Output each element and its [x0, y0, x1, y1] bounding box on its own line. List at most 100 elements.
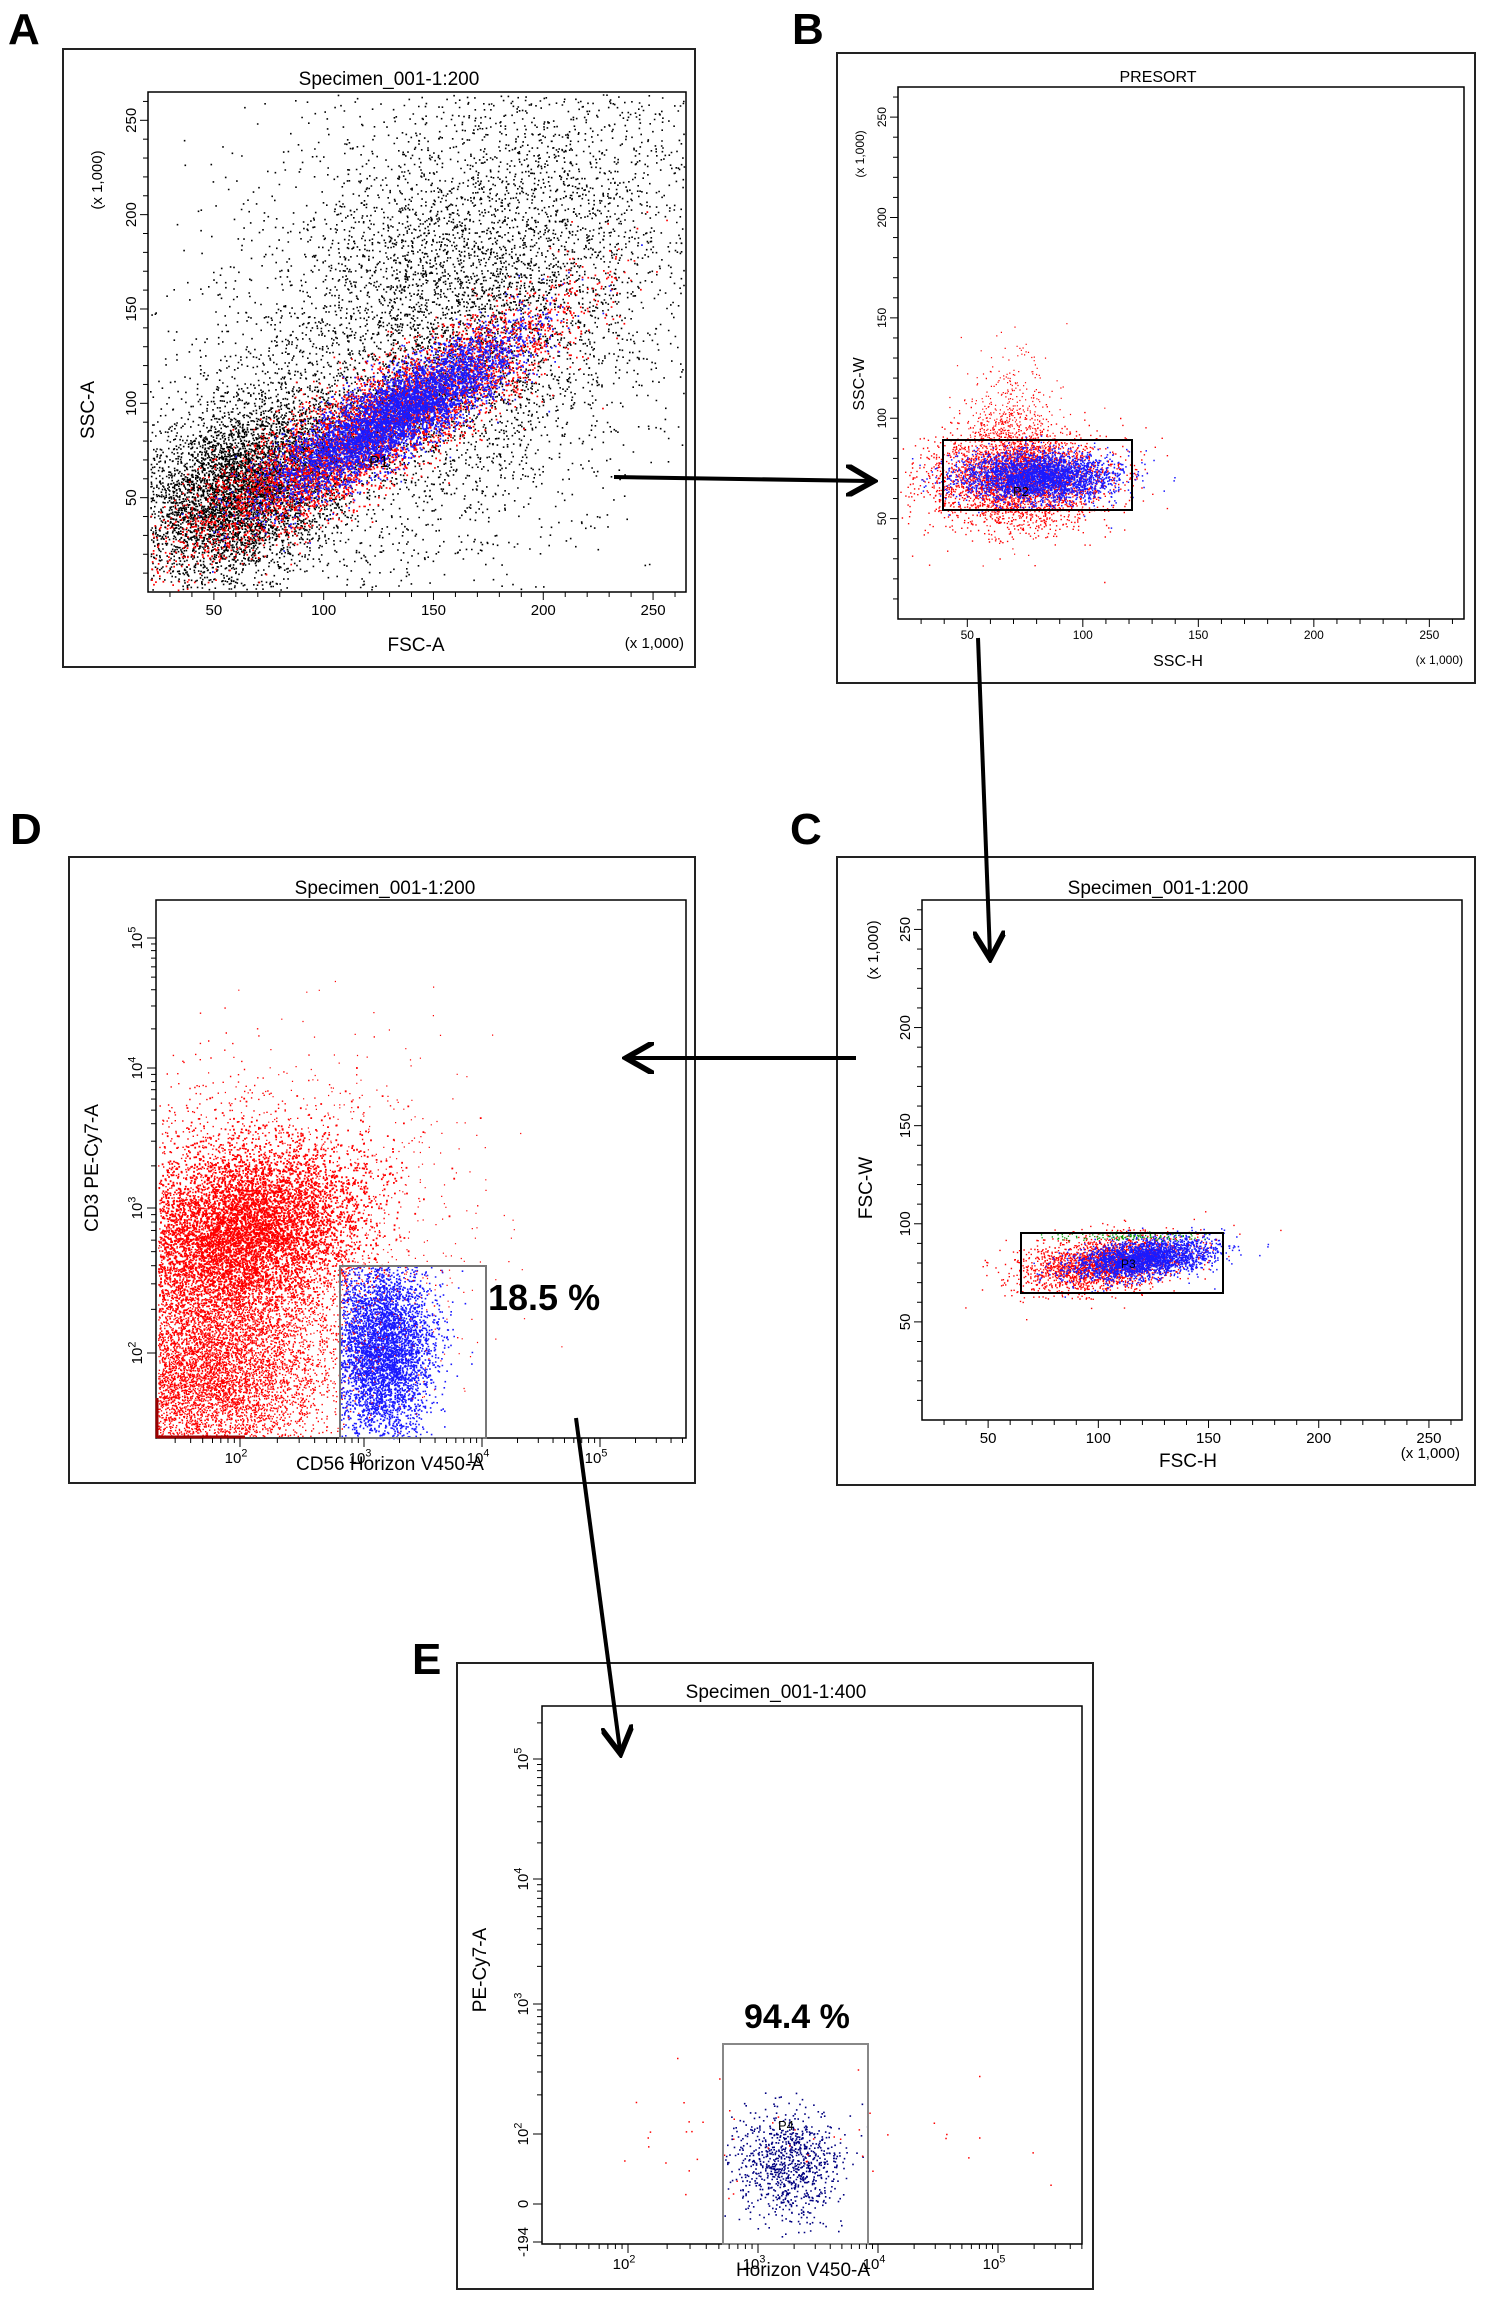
y-tick-label: -194 — [515, 2227, 532, 2257]
y-axis-label-c: FSC-W — [856, 1157, 877, 1219]
y-tick-label: 102 — [512, 2123, 532, 2146]
events-a — [150, 94, 686, 592]
y-tick-label: 250 — [123, 108, 140, 133]
chart-c: Specimen_001-1:200 P3 50 100 150 200 250 50 10… — [856, 878, 1463, 1472]
events-e — [624, 2057, 1052, 2238]
panel-letter-b: B — [792, 5, 824, 54]
gate-label-p2: P2 — [1013, 484, 1029, 499]
x-scale-note-c: (x 1,000) — [1401, 1445, 1460, 1462]
x-tick-label: 200 — [531, 602, 556, 619]
gate-label-p4: P4 — [778, 2118, 794, 2133]
ticks-a: 50 100 150 200 250 50 100 150 200 250 — [123, 100, 676, 619]
y-tick-label: 103 — [126, 1197, 146, 1220]
panel-letter-c: C — [790, 805, 822, 854]
x-tick-label: 150 — [1188, 628, 1208, 642]
panel-letter-d: D — [10, 805, 42, 854]
y-tick-label: 150 — [123, 296, 140, 321]
y-tick-label: 250 — [875, 107, 889, 127]
y-tick-label: 150 — [875, 308, 889, 328]
y-tick-label: 105 — [126, 927, 146, 950]
plot-frame-c — [921, 899, 1463, 1421]
plot-area-a: P1 50 100 150 200 250 50 100 150 200 250 — [123, 91, 687, 619]
event-dots — [911, 435, 1176, 529]
chart-d: Specimen_001-1:200 18.5 % 102 103 104 105 10… — [82, 878, 687, 1475]
y-scale-note-b: (x 1,000) — [853, 130, 867, 177]
ticks-c: 50 100 150 200 250 50 100 150 200 250 — [897, 909, 1452, 1447]
panel-e: Specimen_001-1:400 P4 94.4 % 102 103 104 10… — [456, 1662, 1094, 2290]
y-tick-label: 150 — [897, 1113, 914, 1138]
chart-e: Specimen_001-1:400 P4 94.4 % 102 103 104 10… — [470, 1682, 1083, 2281]
x-tick-label: 50 — [206, 602, 223, 619]
y-tick-label: 50 — [123, 489, 140, 506]
y-scale-note-c: (x 1,000) — [865, 920, 882, 979]
x-scale-note-b: (x 1,000) — [1416, 653, 1463, 667]
y-axis-label-d: CD3 PE-Cy7-A — [82, 1104, 103, 1232]
gate-label-p3: P3 — [1121, 1257, 1136, 1271]
x-tick-label: 50 — [980, 1430, 997, 1447]
events-b — [900, 323, 1176, 584]
y-axis-label-a: SSC-A — [78, 381, 99, 439]
chart-b-title: PRESORT — [1119, 69, 1196, 86]
x-tick-label: 100 — [311, 602, 336, 619]
x-tick-label: 150 — [1196, 1430, 1221, 1447]
gate-p4 — [722, 2043, 869, 2245]
x-tick-label: 250 — [641, 602, 666, 619]
y-axis-label-b: SSC-W — [851, 356, 868, 410]
gate-label-p1: P1 — [369, 454, 389, 471]
chart-d-title: Specimen_001-1:200 — [295, 878, 476, 899]
x-tick-label: 200 — [1304, 628, 1324, 642]
event-dots — [158, 1067, 482, 1402]
x-tick-label: 150 — [421, 602, 446, 619]
x-tick-label: 105 — [585, 1447, 608, 1467]
y-tick-label: 100 — [875, 408, 889, 428]
percent-d: 18.5 % — [488, 1277, 600, 1318]
y-tick-label: 250 — [897, 917, 914, 942]
y-tick-label: 200 — [123, 202, 140, 227]
percent-e: 94.4 % — [744, 1998, 850, 2036]
x-tick-label: 100 — [1086, 1430, 1111, 1447]
y-tick-label: 105 — [512, 1748, 532, 1771]
plot-frame-e — [541, 1705, 1083, 2245]
gate-d — [339, 1265, 487, 1439]
chart-c-title: Specimen_001-1:200 — [1068, 878, 1249, 899]
panel-c: Specimen_001-1:200 P3 50 100 150 200 250 50 10… — [836, 856, 1476, 1486]
y-tick-label: 103 — [512, 1993, 532, 2016]
y-tick-label: 100 — [123, 391, 140, 416]
x-tick-label: 50 — [961, 628, 975, 642]
x-axis-label-c: FSC-H — [1159, 1451, 1217, 1472]
y-tick-label: 104 — [512, 1868, 532, 1891]
ticks-b: 50 100 150 200 250 50 100 150 200 250 — [875, 96, 1453, 642]
event-dots — [724, 2092, 869, 2238]
chart-a: Specimen_001-1:200 P1 50 100 150 200 250 50 10… — [78, 69, 687, 656]
x-scale-note-a: (x 1,000) — [625, 635, 684, 652]
x-tick-label: 102 — [613, 2253, 636, 2273]
y-tick-label: 50 — [875, 512, 889, 526]
chart-b: PRESORT P2 50 100 150 200 25050100150200250 … — [851, 69, 1465, 670]
event-dots — [340, 1266, 474, 1440]
events-c — [965, 1211, 1282, 1321]
x-tick-label: 200 — [1306, 1430, 1331, 1447]
y-tick-label: 50 — [897, 1314, 914, 1331]
y-tick-label: 102 — [126, 1342, 146, 1365]
panel-letter-e: E — [412, 1635, 442, 1684]
plot-frame-b — [897, 86, 1465, 620]
chart-a-title: Specimen_001-1:200 — [299, 69, 480, 90]
x-axis-label-d: CD56 Horizon V450-A — [296, 1454, 484, 1475]
panel-b: PRESORT P2 50 100 150 200 250 50 100 150 200 250 … — [836, 52, 1476, 684]
y-tick-label: 200 — [897, 1015, 914, 1040]
event-dots — [150, 94, 686, 591]
event-dots — [158, 1225, 459, 1438]
panel-d: Specimen_001-1:200 18.5 % 102 103 104 105 10… — [68, 856, 696, 1484]
x-axis-label-a: FSC-A — [388, 635, 445, 656]
gate-p2 — [942, 439, 1133, 511]
event-dots — [1033, 1226, 1270, 1298]
y-tick-label: 104 — [126, 1057, 146, 1080]
panel-letter-a: A — [8, 5, 40, 54]
y-tick-label: 100 — [897, 1211, 914, 1236]
events-d — [158, 980, 563, 1440]
x-tick-label: 250 — [1416, 1430, 1441, 1447]
x-tick-label: 100 — [1073, 628, 1093, 642]
x-axis-label-e: Horizon V450-A — [736, 2260, 870, 2281]
y-tick-label: 0 — [515, 2200, 532, 2208]
y-axis-label-e: PE-Cy7-A — [470, 1927, 491, 2012]
